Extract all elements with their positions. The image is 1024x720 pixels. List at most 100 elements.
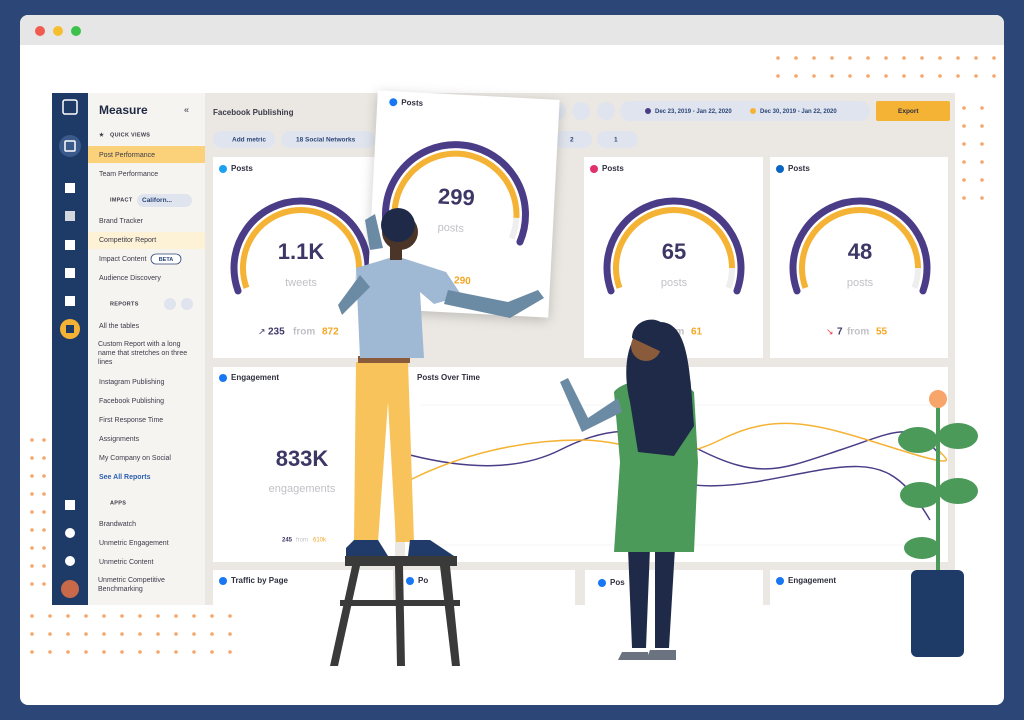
hover-item xyxy=(88,232,205,249)
dot xyxy=(980,160,984,164)
dot xyxy=(830,56,834,60)
dot xyxy=(992,56,996,60)
dot xyxy=(848,56,852,60)
badge-label: BETA xyxy=(159,257,174,263)
menu-item[interactable]: Post Performance xyxy=(99,152,155,159)
menu-item[interactable]: Competitor Report xyxy=(99,237,156,244)
filter-pill[interactable] xyxy=(137,194,192,207)
menu-item[interactable]: Assignments xyxy=(99,436,140,443)
active-item xyxy=(88,146,205,163)
metric-unit: posts xyxy=(661,277,688,289)
menu-item[interactable]: First Response Time xyxy=(99,417,163,424)
date-picker[interactable] xyxy=(620,101,870,121)
dot xyxy=(938,74,942,78)
delta: 235 xyxy=(268,327,285,338)
card-title: Posts Over Time xyxy=(417,373,481,382)
close-button[interactable] xyxy=(35,26,45,36)
dot xyxy=(156,632,160,636)
dot xyxy=(30,492,34,496)
menu-item[interactable]: Facebook Publishing xyxy=(99,398,164,405)
dot xyxy=(920,74,924,78)
dot xyxy=(30,456,34,460)
dot xyxy=(830,74,834,78)
menu-item[interactable]: Custom Report with a long name that stre… xyxy=(98,341,188,366)
export-button[interactable] xyxy=(876,101,950,121)
maximize-button[interactable] xyxy=(71,26,81,36)
svg-text:↗: ↗ xyxy=(258,326,266,336)
dot xyxy=(938,56,942,60)
line-series xyxy=(409,422,948,481)
dot xyxy=(956,74,960,78)
dot xyxy=(138,632,142,636)
dot xyxy=(30,582,34,586)
menu-item[interactable]: Impact Content xyxy=(99,256,147,263)
delta-base: 610k xyxy=(313,538,327,544)
dot xyxy=(980,178,984,182)
card-title: Engagement xyxy=(231,373,279,382)
dot xyxy=(962,196,966,200)
delta: 7 xyxy=(837,327,843,338)
card: Posts 65 posts from 61 xyxy=(584,157,763,358)
dot xyxy=(192,650,196,654)
dot xyxy=(902,74,906,78)
dot xyxy=(980,196,984,200)
nav-rail xyxy=(52,93,88,605)
filter-label: 2 xyxy=(570,137,574,144)
dot xyxy=(66,632,70,636)
metric-unit: posts xyxy=(437,222,464,235)
add-report-button[interactable] xyxy=(164,298,176,310)
add-metric-button[interactable] xyxy=(213,131,275,148)
illustration-plant xyxy=(898,390,978,657)
dot xyxy=(48,632,52,636)
menu-item[interactable]: My Company on Social xyxy=(99,455,171,462)
gauge-ring xyxy=(230,197,372,295)
gauge-fill xyxy=(240,207,362,289)
menu-item[interactable]: Audience Discovery xyxy=(99,275,161,282)
gauge xyxy=(603,197,745,295)
dot xyxy=(174,614,178,618)
collapse-button[interactable]: « xyxy=(184,104,189,114)
delta-base: 290 xyxy=(454,275,472,287)
add-metric-label: Add metric xyxy=(232,137,266,144)
dot xyxy=(174,650,178,654)
gauge xyxy=(230,197,372,295)
gauge-ring xyxy=(789,197,931,295)
delta-word: from xyxy=(296,538,308,544)
dot xyxy=(992,74,996,78)
dot xyxy=(962,142,966,146)
sort-button[interactable] xyxy=(181,298,193,310)
menu-item[interactable]: Team Performance xyxy=(99,171,158,178)
menu-item[interactable]: All the tables xyxy=(99,323,140,330)
menu-item[interactable]: Unmetric Content xyxy=(99,559,154,566)
dot xyxy=(962,178,966,182)
dot xyxy=(866,74,870,78)
filter-label: Californ... xyxy=(142,197,172,204)
see-all-link[interactable]: See All Reports xyxy=(99,474,151,481)
menu-item[interactable]: Instagram Publishing xyxy=(99,379,164,386)
card-title: Pos xyxy=(610,578,625,587)
metric-value: 299 xyxy=(437,184,475,211)
gauge-ring xyxy=(603,197,745,295)
metric-value: 65 xyxy=(662,239,686,264)
filter-pill[interactable] xyxy=(555,131,592,148)
dot xyxy=(42,510,46,514)
minimize-button[interactable] xyxy=(53,26,63,36)
dot xyxy=(192,614,196,618)
dot xyxy=(956,56,960,60)
dot xyxy=(120,614,124,618)
filter-pill[interactable] xyxy=(597,131,638,148)
network-filter[interactable] xyxy=(281,131,375,148)
dot xyxy=(156,614,160,618)
dot xyxy=(794,74,798,78)
filter-label: 1 xyxy=(614,137,618,144)
menu-item[interactable]: Brand Tracker xyxy=(99,218,144,225)
menu-item[interactable]: Brandwatch xyxy=(99,521,136,528)
card: Pos xyxy=(585,570,763,605)
dot xyxy=(812,74,816,78)
dot xyxy=(920,56,924,60)
gauge xyxy=(381,141,529,246)
legend-dot xyxy=(750,108,756,114)
dot xyxy=(42,474,46,478)
menu-item[interactable]: Unmetric Engagement xyxy=(99,540,169,547)
menu-item[interactable]: Unmetric Competitive Benchmarking xyxy=(98,577,165,593)
